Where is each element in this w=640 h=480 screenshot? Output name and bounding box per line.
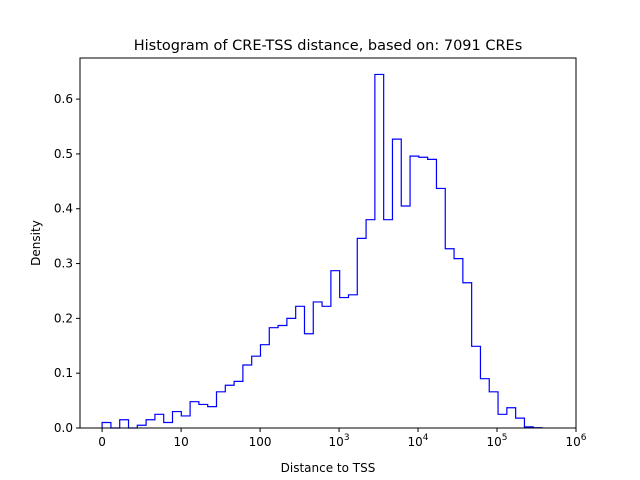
- histogram-step-line: [101, 73, 543, 429]
- histogram-bin: [313, 302, 322, 428]
- x-tick-label: 0: [98, 435, 106, 449]
- histogram-bin: [366, 220, 375, 428]
- histogram-bin: [304, 334, 313, 428]
- histogram-bin: [287, 318, 296, 428]
- histogram-bin: [419, 157, 428, 428]
- x-tick-label: 10: [173, 435, 188, 449]
- histogram-bin: [489, 392, 498, 428]
- histogram-bin: [173, 412, 182, 428]
- histogram-bin: [401, 206, 410, 428]
- histogram-bin: [102, 423, 111, 428]
- y-axis-label: Density: [29, 220, 43, 266]
- histogram-bin: [278, 325, 287, 428]
- histogram-bin: [322, 306, 331, 428]
- histogram-bin: [375, 74, 384, 428]
- y-tick-label: 0.0: [54, 421, 73, 435]
- y-tick-label: 0.3: [54, 257, 73, 271]
- histogram-bin: [269, 328, 278, 428]
- histogram-bin: [392, 139, 401, 428]
- histogram-bin: [472, 346, 481, 428]
- histogram-bin: [155, 414, 164, 428]
- histogram-bin: [384, 220, 393, 428]
- histogram-bin: [260, 345, 269, 428]
- y-tick-label: 0.6: [54, 92, 73, 106]
- plot-frame: [79, 57, 577, 429]
- histogram-bin: [164, 423, 173, 428]
- x-tick-label: 100: [249, 435, 272, 449]
- histogram-bin: [348, 295, 357, 428]
- chart-title: Histogram of CRE-TSS distance, based on:…: [134, 38, 523, 54]
- histogram-bin: [190, 402, 199, 428]
- histogram-bin: [252, 356, 261, 428]
- x-axis-label: Distance to TSS: [281, 461, 376, 475]
- histogram-bin: [234, 381, 243, 428]
- histogram-bin: [243, 365, 252, 428]
- histogram-bin: [181, 416, 190, 428]
- histogram-bin: [296, 306, 305, 428]
- histogram-bin: [146, 420, 155, 428]
- histogram-bin: [331, 271, 340, 428]
- histogram-bin: [445, 249, 454, 428]
- y-tick-label: 0.4: [54, 202, 73, 216]
- histogram-bin: [516, 418, 525, 428]
- histogram-bin: [199, 404, 208, 428]
- y-tick-label: 0.1: [54, 366, 73, 380]
- histogram-bin: [454, 259, 463, 428]
- histogram-bin: [208, 407, 217, 428]
- x-tick-label: 105: [487, 433, 508, 449]
- histogram-bin: [428, 159, 437, 428]
- y-tick-label: 0.2: [54, 311, 73, 325]
- histogram-bin: [507, 408, 516, 428]
- histogram-bin: [480, 379, 489, 428]
- histogram-bin: [340, 298, 349, 428]
- x-tick-label: 104: [408, 433, 429, 449]
- x-tick-label: 106: [565, 433, 586, 449]
- histogram-bin: [225, 385, 234, 428]
- histogram-bin: [357, 238, 366, 428]
- y-tick-label: 0.5: [54, 147, 73, 161]
- histogram-bin: [436, 188, 445, 428]
- histogram-bin: [410, 156, 419, 428]
- histogram-bin: [498, 414, 507, 428]
- histogram-bin: [463, 283, 472, 428]
- x-tick-label: 103: [329, 433, 350, 449]
- histogram-bin: [120, 420, 129, 428]
- histogram-bin: [216, 392, 225, 428]
